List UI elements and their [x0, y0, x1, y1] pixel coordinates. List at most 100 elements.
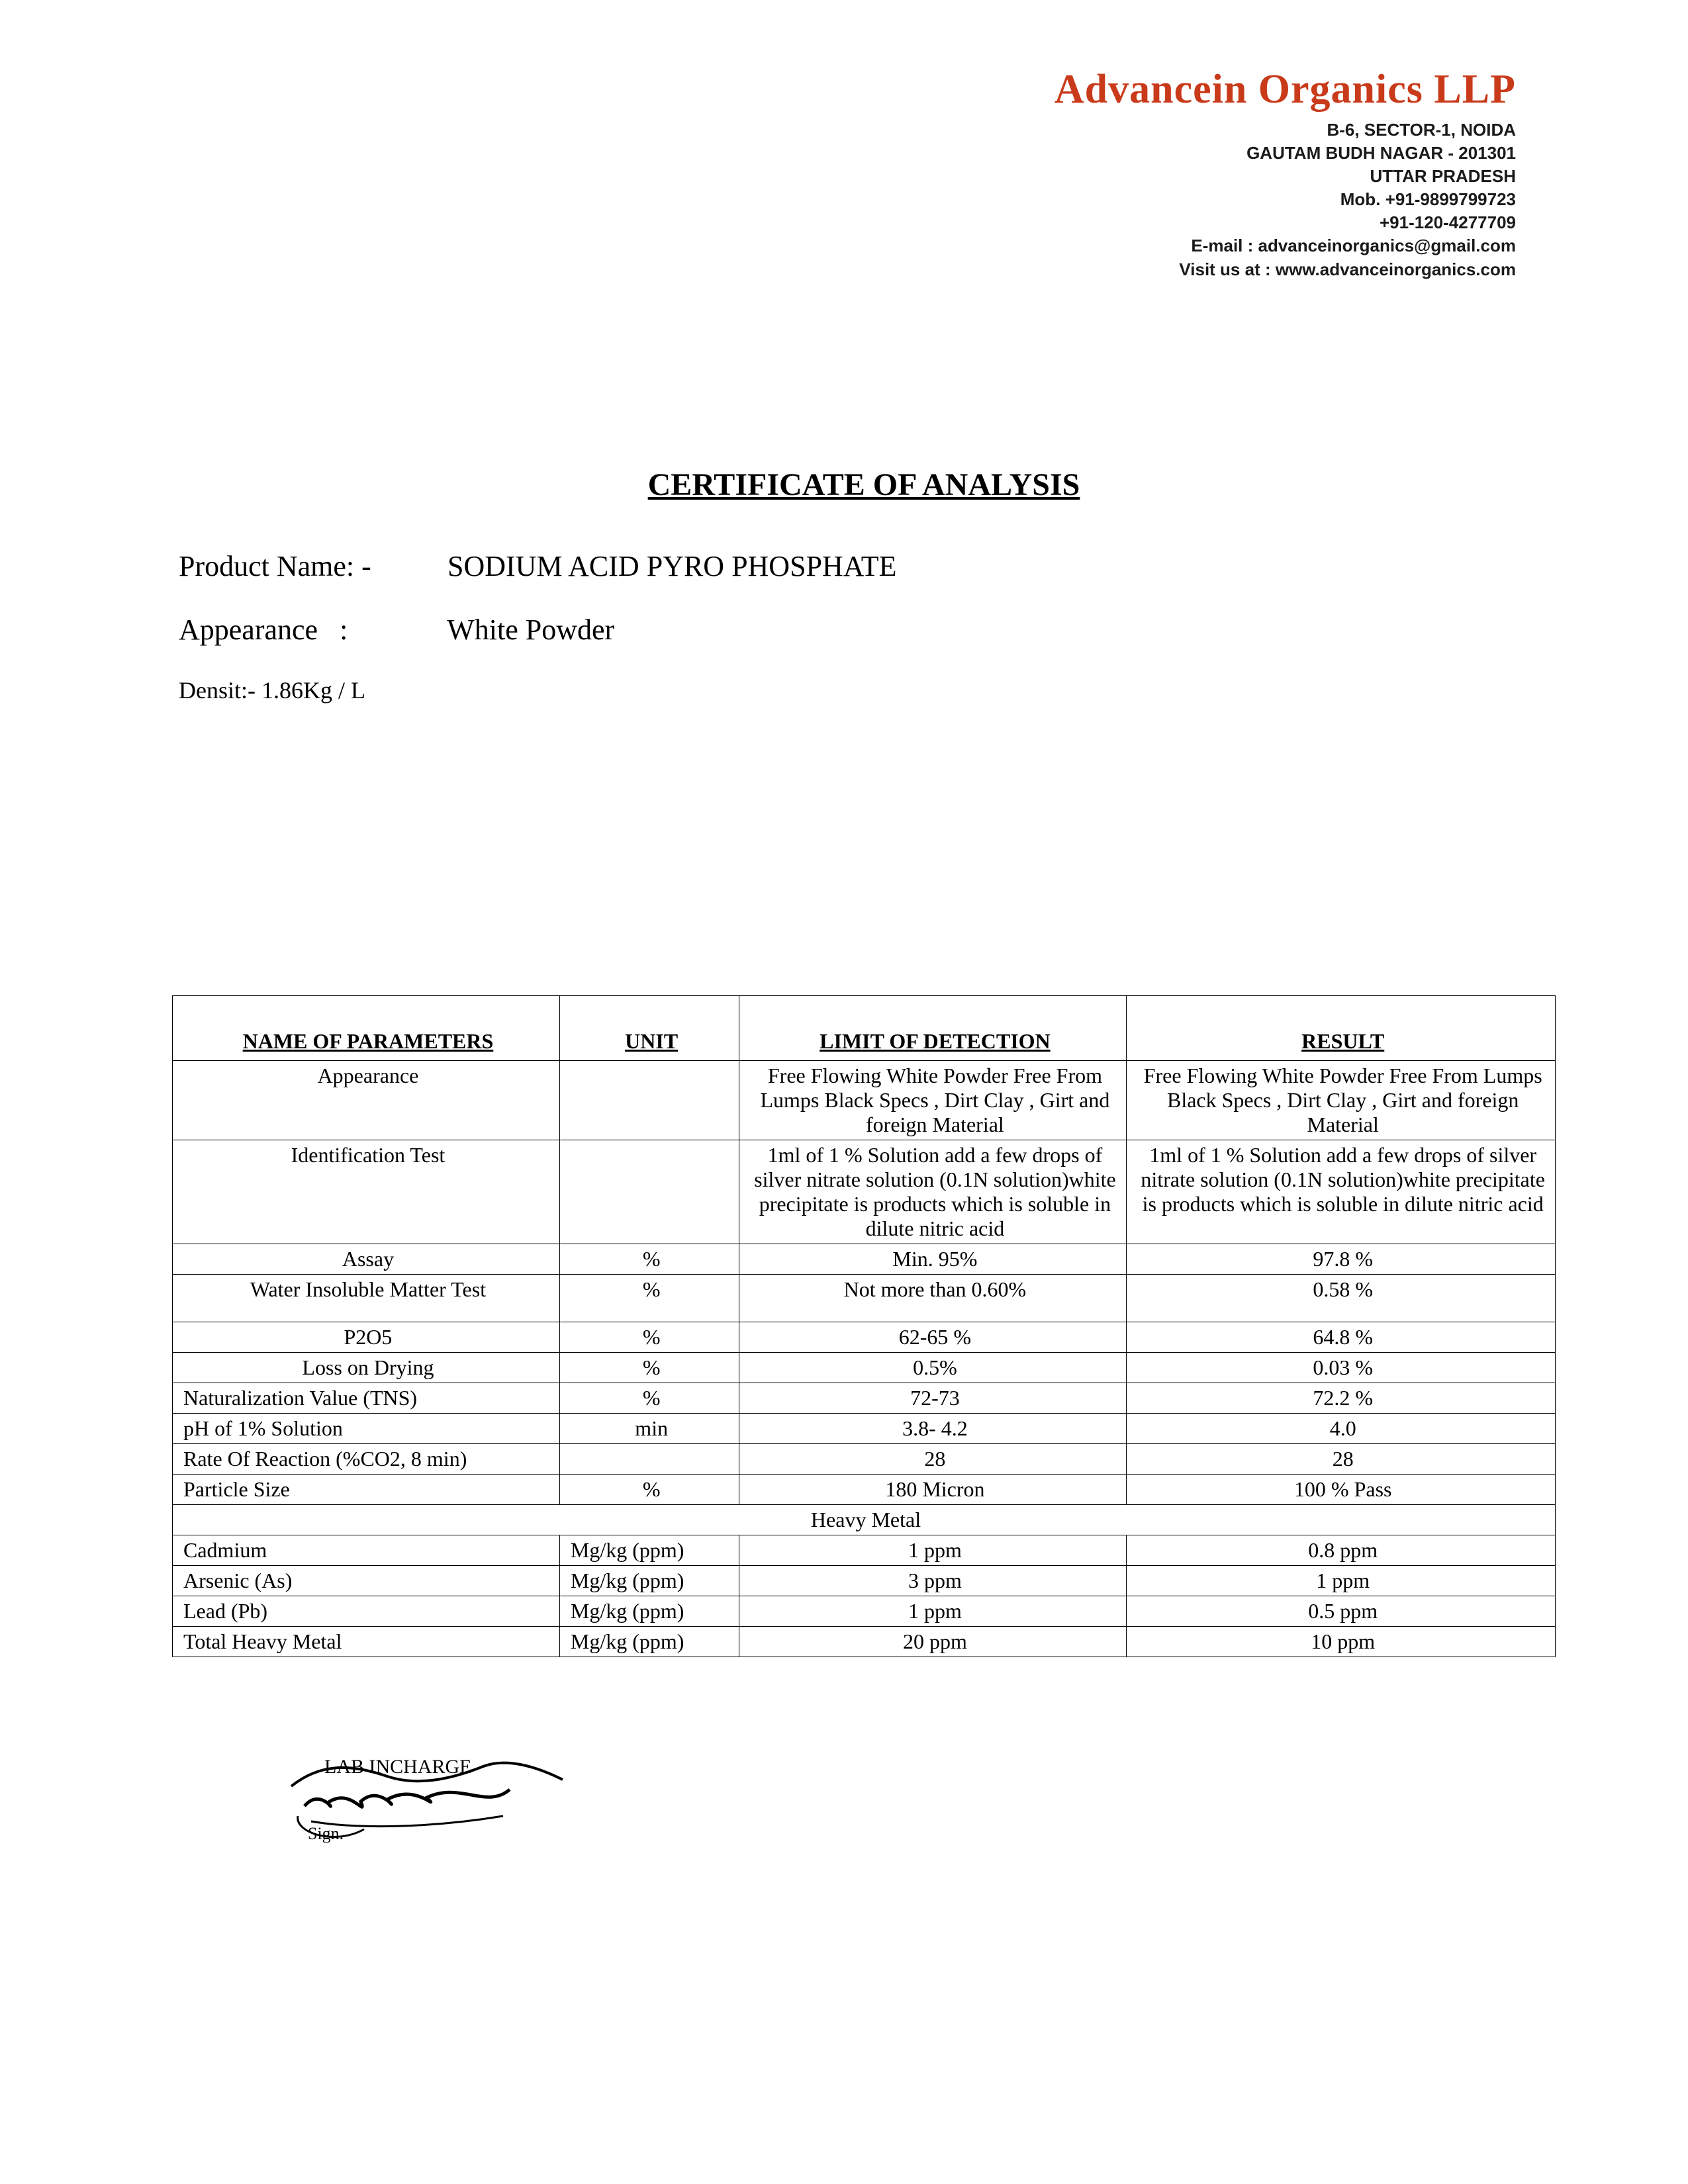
table-cell	[559, 1060, 739, 1140]
header-unit: UNIT	[559, 995, 739, 1060]
table-cell: %	[559, 1352, 739, 1383]
signature-image: LAB INCHARGE Sign.	[265, 1750, 596, 1856]
table-cell: 72-73	[739, 1383, 1127, 1413]
table-cell: Lead (Pb)	[173, 1596, 560, 1626]
table-cell: Mg/kg (ppm)	[559, 1596, 739, 1626]
table-row: Lead (Pb)Mg/kg (ppm)1 ppm0.5 ppm	[173, 1596, 1556, 1626]
table-cell: Assay	[173, 1244, 560, 1274]
table-row: Total Heavy MetalMg/kg (ppm)20 ppm10 ppm	[173, 1626, 1556, 1657]
table-cell: Rate Of Reaction (%CO2, 8 min)	[173, 1443, 560, 1474]
table-cell: 1 ppm	[739, 1596, 1127, 1626]
table-cell: 0.5%	[739, 1352, 1127, 1383]
table-cell: 72.2 %	[1127, 1383, 1556, 1413]
header-parameters: NAME OF PARAMETERS	[173, 995, 560, 1060]
header-limit: LIMIT OF DETECTION	[739, 995, 1127, 1060]
table-cell: Mg/kg (ppm)	[559, 1535, 739, 1565]
table-cell: 97.8 %	[1127, 1244, 1556, 1274]
letterhead: Advancein Organics LLP B-6, SECTOR-1, NO…	[172, 53, 1556, 281]
table-row: Water Insoluble Matter Test%Not more tha…	[173, 1274, 1556, 1322]
table-cell	[559, 1140, 739, 1244]
table-cell: 1ml of 1 % Solution add a few drops of s…	[1127, 1140, 1556, 1244]
email-line: E-mail : advanceinorganics@gmail.com	[172, 234, 1516, 257]
table-cell	[559, 1443, 739, 1474]
density-row: Densit:- 1.86Kg / L	[179, 676, 1556, 704]
table-cell: Free Flowing White Powder Free From Lump…	[1127, 1060, 1556, 1140]
table-cell: 20 ppm	[739, 1626, 1127, 1657]
table-cell: 1 ppm	[1127, 1565, 1556, 1596]
table-cell: 62-65 %	[739, 1322, 1127, 1352]
table-cell: P2O5	[173, 1322, 560, 1352]
product-name-label: Product Name: -	[179, 549, 440, 583]
table-row: Arsenic (As)Mg/kg (ppm)3 ppm1 ppm	[173, 1565, 1556, 1596]
table-row: Rate Of Reaction (%CO2, 8 min) 2828	[173, 1443, 1556, 1474]
table-cell: 4.0	[1127, 1413, 1556, 1443]
table-row: Naturalization Value (TNS)%72-7372.2 %	[173, 1383, 1556, 1413]
table-cell: 28	[739, 1443, 1127, 1474]
table-cell: 100 % Pass	[1127, 1474, 1556, 1504]
table-cell: 0.5 ppm	[1127, 1596, 1556, 1626]
table-cell: Water Insoluble Matter Test	[173, 1274, 560, 1322]
table-cell: 64.8 %	[1127, 1322, 1556, 1352]
table-cell: Free Flowing White Powder Free From Lump…	[739, 1060, 1127, 1140]
appearance-value: White Powder	[447, 614, 614, 646]
table-row: Particle Size%180 Micron100 % Pass	[173, 1474, 1556, 1504]
table-cell: %	[559, 1244, 739, 1274]
mobile-number: Mob. +91-9899799723	[172, 188, 1516, 211]
heavy-metal-header-row: Heavy Metal	[173, 1504, 1556, 1535]
table-cell: Particle Size	[173, 1474, 560, 1504]
table-cell: %	[559, 1322, 739, 1352]
table-cell: 3.8- 4.2	[739, 1413, 1127, 1443]
table-cell: 10 ppm	[1127, 1626, 1556, 1657]
product-name-value: SODIUM ACID PYRO PHOSPHATE	[447, 550, 896, 582]
table-cell: Cadmium	[173, 1535, 560, 1565]
company-address: B-6, SECTOR-1, NOIDA GAUTAM BUDH NAGAR -…	[172, 118, 1516, 281]
table-row: CadmiumMg/kg (ppm)1 ppm0.8 ppm	[173, 1535, 1556, 1565]
table-cell: Identification Test	[173, 1140, 560, 1244]
table-cell: Mg/kg (ppm)	[559, 1626, 739, 1657]
table-cell: 3 ppm	[739, 1565, 1127, 1596]
table-cell: Loss on Drying	[173, 1352, 560, 1383]
table-row: pH of 1% Solutionmin3.8- 4.24.0	[173, 1413, 1556, 1443]
address-line-1: B-6, SECTOR-1, NOIDA	[172, 118, 1516, 142]
table-row: Assay%Min. 95%97.8 %	[173, 1244, 1556, 1274]
density-value: 1.86Kg / L	[261, 677, 365, 704]
table-row: Loss on Drying%0.5%0.03 %	[173, 1352, 1556, 1383]
table-cell: Total Heavy Metal	[173, 1626, 560, 1657]
table-cell: Appearance	[173, 1060, 560, 1140]
table-cell: 28	[1127, 1443, 1556, 1474]
address-line-2: GAUTAM BUDH NAGAR - 201301	[172, 142, 1516, 165]
appearance-label: Appearance :	[179, 613, 440, 647]
table-cell: pH of 1% Solution	[173, 1413, 560, 1443]
document-title: CERTIFICATE OF ANALYSIS	[172, 467, 1556, 503]
signature-block: LAB INCHARGE Sign.	[265, 1750, 596, 1856]
table-cell: 1 ppm	[739, 1535, 1127, 1565]
table-cell: 0.03 %	[1127, 1352, 1556, 1383]
table-cell: Naturalization Value (TNS)	[173, 1383, 560, 1413]
table-cell: min	[559, 1413, 739, 1443]
table-cell: Mg/kg (ppm)	[559, 1565, 739, 1596]
table-cell: 1ml of 1 % Solution add a few drops of s…	[739, 1140, 1127, 1244]
header-result: RESULT	[1127, 995, 1556, 1060]
table-cell: Min. 95%	[739, 1244, 1127, 1274]
website-line: Visit us at : www.advanceinorganics.com	[172, 258, 1516, 281]
table-cell: Not more than 0.60%	[739, 1274, 1127, 1322]
address-line-3: UTTAR PRADESH	[172, 165, 1516, 188]
table-row: Appearance Free Flowing White Powder Free…	[173, 1060, 1556, 1140]
table-cell: 0.58 %	[1127, 1274, 1556, 1322]
table-cell: %	[559, 1474, 739, 1504]
table-row: Identification Test 1ml of 1 % Solution a…	[173, 1140, 1556, 1244]
phone-number: +91-120-4277709	[172, 211, 1516, 234]
spec-table: NAME OF PARAMETERS UNIT LIMIT OF DETECTI…	[172, 995, 1556, 1657]
table-row: P2O5%62-65 %64.8 %	[173, 1322, 1556, 1352]
heavy-metal-header: Heavy Metal	[173, 1504, 1556, 1535]
appearance-row: Appearance : White Powder	[179, 613, 1556, 647]
table-header-row: NAME OF PARAMETERS UNIT LIMIT OF DETECTI…	[173, 995, 1556, 1060]
table-cell: 180 Micron	[739, 1474, 1127, 1504]
table-cell: Arsenic (As)	[173, 1565, 560, 1596]
table-cell: 0.8 ppm	[1127, 1535, 1556, 1565]
table-cell: %	[559, 1274, 739, 1322]
product-meta: Product Name: - SODIUM ACID PYRO PHOSPHA…	[179, 549, 1556, 704]
product-name-row: Product Name: - SODIUM ACID PYRO PHOSPHA…	[179, 549, 1556, 583]
density-label: Densit:-	[179, 677, 256, 704]
table-cell: %	[559, 1383, 739, 1413]
